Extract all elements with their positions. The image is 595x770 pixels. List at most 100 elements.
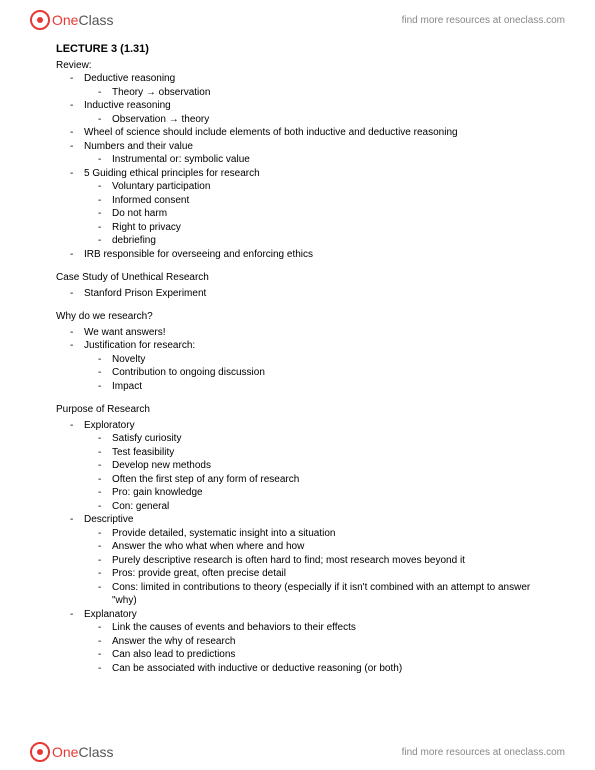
list-item: Right to privacy: [84, 221, 539, 235]
logo-one: One: [52, 12, 78, 28]
list-item-text: Right to privacy: [112, 222, 181, 233]
sub-list: Instrumental or: symbolic value: [84, 153, 539, 167]
list-item-text: Answer the why of research: [112, 636, 235, 647]
list-item: debriefing: [84, 234, 539, 248]
logo-icon: [30, 742, 50, 762]
list-item-text: Pros: provide great, often precise detai…: [112, 568, 286, 579]
list-item: Often the first step of any form of rese…: [84, 473, 539, 487]
list-item-text: Informed consent: [112, 195, 189, 206]
review-label: Review:: [56, 59, 539, 73]
list-item: Test feasibility: [84, 446, 539, 460]
list-item: Numbers and their value Instrumental or: …: [56, 140, 539, 167]
why-heading: Why do we research?: [56, 310, 539, 324]
list-item-text: Justification for research:: [84, 340, 195, 351]
list-item: Impact: [84, 380, 539, 394]
sub-list: Satisfy curiosity Test feasibility Develop…: [84, 432, 539, 513]
list-item: 5 Guiding ethical principles for researc…: [56, 167, 539, 248]
brand-logo-footer: OneClass: [30, 742, 113, 762]
list-item: Inductive reasoning Observation → theory: [56, 99, 539, 126]
list-item-text: Exploratory: [84, 420, 135, 431]
list-item-text: Do not harm: [112, 208, 167, 219]
list-item: Do not harm: [84, 207, 539, 221]
list-item-text: Explanatory: [84, 609, 137, 620]
list-item-text: Instrumental or: symbolic value: [112, 154, 250, 165]
list-item-text: Con: general: [112, 501, 169, 512]
list-item: Informed consent: [84, 194, 539, 208]
list-item: Theory → observation: [84, 86, 539, 100]
list-item: Provide detailed, systematic insight int…: [84, 527, 539, 541]
list-item: Link the causes of events and behaviors …: [84, 621, 539, 635]
list-item-text: Numbers and their value: [84, 141, 193, 152]
list-item-text: Cons: limited in contributions to theory…: [112, 582, 530, 607]
tagline-bottom: find more resources at oneclass.com: [402, 747, 565, 758]
list-item: Can also lead to predictions: [84, 648, 539, 662]
logo-class: Class: [78, 12, 113, 28]
list-item: Cons: limited in contributions to theory…: [84, 581, 539, 608]
list-item-text: Test feasibility: [112, 447, 174, 458]
list-item-text: Descriptive: [84, 514, 133, 525]
list-item-text: Inductive reasoning: [84, 100, 171, 111]
list-item-text: Theory → observation: [112, 87, 210, 98]
list-item-text: debriefing: [112, 235, 156, 246]
sub-list: Provide detailed, systematic insight int…: [84, 527, 539, 608]
list-item: Answer the who what when where and how: [84, 540, 539, 554]
logo-icon: [30, 10, 50, 30]
list-item: Stanford Prison Experiment: [56, 287, 539, 301]
list-item: Voluntary participation: [84, 180, 539, 194]
list-item-text: We want answers!: [84, 327, 166, 338]
list-item: Deductive reasoning Theory → observation: [56, 72, 539, 99]
list-item-text: Pro: gain knowledge: [112, 487, 203, 498]
list-item-text: IRB responsible for overseeing and enfor…: [84, 249, 313, 260]
list-item: Contribution to ongoing discussion: [84, 366, 539, 380]
list-item: Explanatory Link the causes of events and…: [56, 608, 539, 676]
brand-logo: OneClass: [30, 10, 113, 30]
sub-list: Link the causes of events and behaviors …: [84, 621, 539, 675]
list-item: Descriptive Provide detailed, systematic …: [56, 513, 539, 608]
list-item: Instrumental or: symbolic value: [84, 153, 539, 167]
list-item-text: Observation → theory: [112, 114, 209, 125]
list-item-text: Can be associated with inductive or dedu…: [112, 663, 402, 674]
list-item-text: Provide detailed, systematic insight int…: [112, 528, 335, 539]
list-item: Purely descriptive research is often har…: [84, 554, 539, 568]
list-item: Answer the why of research: [84, 635, 539, 649]
list-item-text: Stanford Prison Experiment: [84, 288, 206, 299]
list-item-text: Often the first step of any form of rese…: [112, 474, 299, 485]
sub-list: Theory → observation: [84, 86, 539, 100]
sub-list: Novelty Contribution to ongoing discussio…: [84, 353, 539, 394]
case-study-list: Stanford Prison Experiment: [56, 287, 539, 301]
list-item-text: Contribution to ongoing discussion: [112, 367, 265, 378]
list-item-text: Develop new methods: [112, 460, 211, 471]
page-footer: OneClass find more resources at oneclass…: [0, 742, 595, 762]
list-item: Justification for research: Novelty Contri…: [56, 339, 539, 393]
list-item-text: Novelty: [112, 354, 145, 365]
sub-list: Voluntary participationInformed consent D…: [84, 180, 539, 248]
why-list: We want answers!Justification for resear…: [56, 326, 539, 394]
list-item-text: Purely descriptive research is often har…: [112, 555, 465, 566]
list-item-text: Satisfy curiosity: [112, 433, 181, 444]
logo-class-footer: Class: [78, 744, 113, 760]
list-item: Con: general: [84, 500, 539, 514]
page-header: OneClass find more resources at oneclass…: [0, 0, 595, 36]
logo-text: OneClass: [52, 12, 113, 28]
purpose-heading: Purpose of Research: [56, 403, 539, 417]
list-item: Develop new methods: [84, 459, 539, 473]
purpose-list: Exploratory Satisfy curiosity Test feasibi…: [56, 419, 539, 676]
tagline-top: find more resources at oneclass.com: [402, 15, 565, 26]
list-item-text: Deductive reasoning: [84, 73, 175, 84]
list-item: Observation → theory: [84, 113, 539, 127]
lecture-title: LECTURE 3 (1.31): [56, 42, 539, 57]
document-content: LECTURE 3 (1.31) Review: Deductive reaso…: [0, 36, 595, 675]
list-item: Novelty: [84, 353, 539, 367]
logo-one-footer: One: [52, 744, 78, 760]
list-item: We want answers!: [56, 326, 539, 340]
list-item-text: 5 Guiding ethical principles for researc…: [84, 168, 260, 179]
list-item-text: Can also lead to predictions: [112, 649, 235, 660]
list-item: Can be associated with inductive or dedu…: [84, 662, 539, 676]
logo-text-footer: OneClass: [52, 744, 113, 760]
sub-list: Observation → theory: [84, 113, 539, 127]
list-item: Wheel of science should include elements…: [56, 126, 539, 140]
list-item-text: Wheel of science should include elements…: [84, 127, 458, 138]
list-item-text: Answer the who what when where and how: [112, 541, 304, 552]
case-study-heading: Case Study of Unethical Research: [56, 271, 539, 285]
list-item-text: Link the causes of events and behaviors …: [112, 622, 356, 633]
